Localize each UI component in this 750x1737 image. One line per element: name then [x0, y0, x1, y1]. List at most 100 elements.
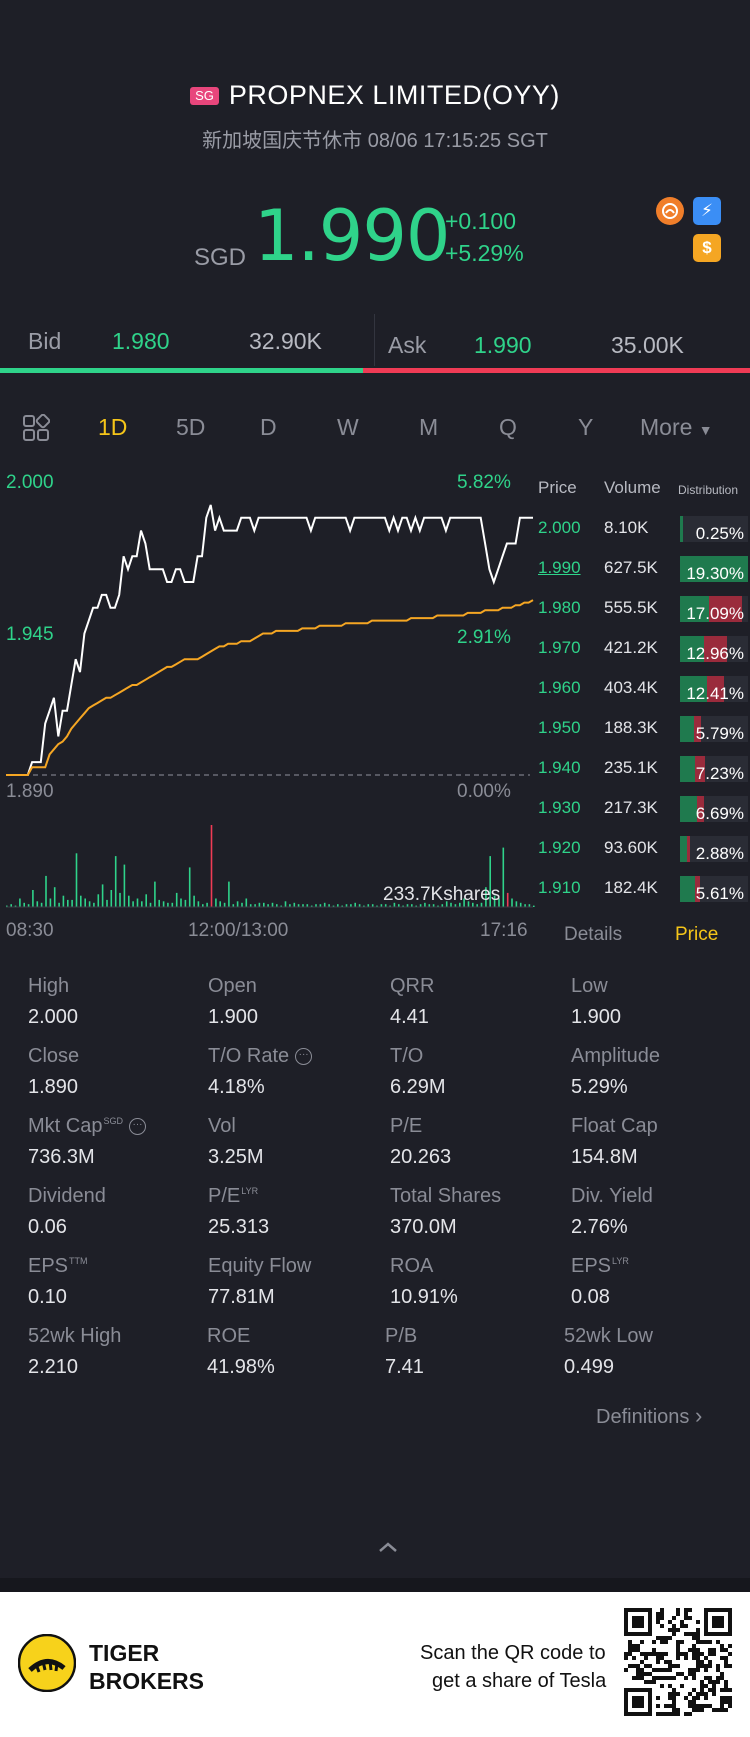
volume-bar — [445, 901, 448, 907]
volume-bar — [341, 905, 343, 907]
stat-label: Close — [28, 1045, 80, 1067]
info-icon[interactable]: ··· — [128, 1118, 146, 1136]
volume-bar — [428, 904, 431, 907]
grid-icon[interactable] — [22, 413, 51, 447]
stock-title-row: SG PROPNEX LIMITED(OYY) — [0, 80, 750, 111]
dist-volume: 235.1K — [604, 758, 658, 777]
price-line — [6, 504, 533, 776]
volume-bar — [384, 904, 387, 907]
volume-bar — [367, 904, 370, 907]
distribution-row: 1.980 555.5K 17.09% — [536, 590, 750, 630]
currency-label: SGD — [194, 244, 247, 271]
volume-bar — [75, 853, 78, 907]
price-change-pct: +5.29% — [445, 240, 524, 266]
volume-bar — [84, 898, 86, 907]
definitions-link[interactable]: Definitions › — [596, 1403, 702, 1429]
volume-bar — [363, 905, 365, 907]
stat-label: Div. Yield — [571, 1185, 653, 1207]
dist-header-distribution: Distribution — [678, 483, 739, 497]
tab-5d[interactable]: 5D — [176, 414, 206, 440]
volume-bar — [289, 904, 291, 907]
dist-bar-buy — [680, 676, 707, 702]
volume-bar — [80, 895, 82, 907]
stat-item: Low 1.900 — [571, 975, 621, 1029]
price-change: +0.100 — [445, 208, 516, 234]
dist-bar-buy — [680, 596, 709, 622]
volume-bar — [519, 902, 522, 907]
stat-value: 0.08 — [571, 1286, 610, 1308]
dist-price: 1.980 — [538, 598, 581, 617]
volume-bar — [119, 892, 121, 907]
distribution-row: 1.910 182.4K 5.61% — [536, 870, 750, 910]
period-tabs: 1D 5D D W M Q Y More ▼ — [0, 400, 750, 456]
stock-title: PROPNEX LIMITED(OYY) — [228, 80, 560, 110]
brand-line2: BROKERS — [89, 1668, 205, 1694]
stat-item: Vol 3.25M — [208, 1115, 264, 1169]
stat-item: QRR 4.41 — [390, 975, 434, 1029]
tab-year[interactable]: Y — [578, 414, 594, 440]
tab-1d[interactable]: 1D — [98, 414, 128, 440]
chevron-right-icon: › — [694, 1403, 703, 1428]
volume-bar — [467, 901, 470, 907]
volume-bar — [511, 898, 513, 907]
volume-bar — [210, 825, 213, 907]
volume-bar — [123, 864, 126, 907]
volume-bar — [319, 904, 322, 907]
volume-bar — [132, 901, 134, 907]
stat-item: Mkt CapSGD ··· 736.3M — [28, 1115, 146, 1169]
stat-value: 3.25M — [208, 1146, 264, 1168]
stat-value: 4.18% — [208, 1076, 265, 1098]
distribution-row: 1.920 93.60K 2.88% — [536, 830, 750, 870]
lightning-icon[interactable]: ⚡ — [693, 197, 721, 225]
distribution-row: 1.990 627.5K 19.30% — [536, 550, 750, 590]
volume-bar — [463, 898, 465, 907]
stat-item: Dividend 0.06 — [28, 1185, 106, 1239]
volume-bar — [45, 875, 47, 907]
volume-bar — [450, 902, 452, 907]
volume-bar — [145, 894, 147, 907]
volume-bar — [88, 901, 91, 907]
volume-bar — [332, 905, 335, 907]
tab-price[interactable]: Price — [675, 924, 719, 945]
dist-volume: 93.60K — [604, 838, 658, 857]
dist-volume: 555.5K — [604, 598, 658, 617]
tab-details[interactable]: Details — [564, 924, 623, 945]
volume-bar — [110, 890, 113, 907]
tab-day[interactable]: D — [260, 414, 277, 440]
dist-bar-sell — [695, 876, 700, 902]
tab-quarter[interactable]: Q — [499, 414, 517, 440]
stat-item: T/O Rate ··· 4.18% — [208, 1045, 313, 1099]
info-icon[interactable]: ··· — [295, 1048, 313, 1066]
stat-value: 77.81M — [208, 1286, 275, 1308]
volume-bar — [223, 902, 226, 907]
caret-down-icon: ▼ — [698, 422, 713, 438]
dist-bar-sell — [695, 756, 705, 782]
volume-bar — [345, 904, 348, 907]
stat-item: P/E 20.263 — [390, 1115, 451, 1169]
volume-bar — [280, 905, 282, 907]
dist-price: 1.960 — [538, 678, 581, 697]
intraday-chart[interactable] — [0, 465, 535, 925]
tab-more[interactable]: More ▼ — [640, 414, 713, 441]
scan-line1: Scan the QR code to — [420, 1642, 606, 1664]
volume-bar — [206, 902, 208, 907]
stat-value: 2.210 — [28, 1356, 79, 1378]
bid-ask-bar: Bid 1.980 32.90K Ask 1.990 35.00K — [0, 314, 750, 372]
dist-bar-buy — [680, 756, 695, 782]
orange-badge-icon[interactable] — [656, 197, 684, 225]
volume-bar — [193, 895, 195, 907]
tab-week[interactable]: W — [337, 414, 359, 440]
volume-bar — [58, 902, 60, 907]
dollar-icon[interactable]: $ — [693, 234, 721, 262]
volume-bar — [258, 902, 261, 907]
volume-bar — [40, 902, 43, 907]
chevron-up-icon[interactable] — [378, 1540, 398, 1558]
volume-bar — [27, 904, 30, 907]
volume-bar — [502, 847, 505, 907]
volume-bar — [524, 904, 526, 907]
volume-bar — [232, 904, 235, 907]
dist-volume: 188.3K — [604, 718, 658, 737]
tab-month[interactable]: M — [419, 414, 439, 440]
stat-label: 52wk Low — [564, 1325, 653, 1347]
stat-label: Open — [208, 975, 257, 997]
